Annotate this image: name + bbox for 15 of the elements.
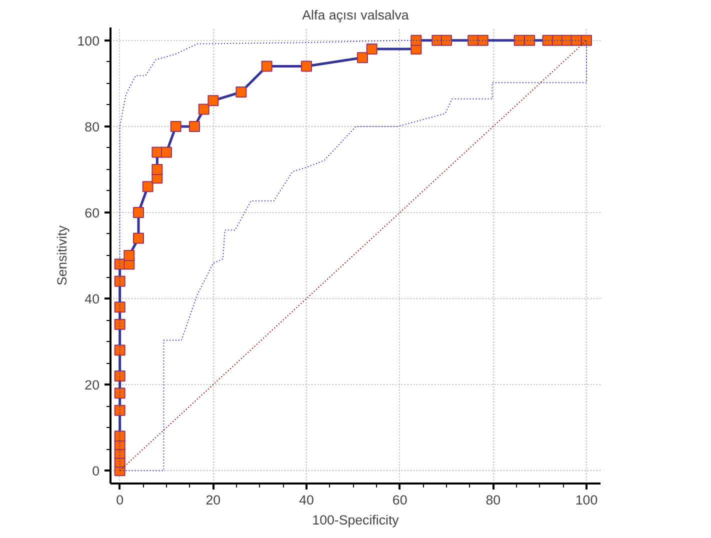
x-tick-label: 0 — [116, 492, 124, 508]
x-axis-title: 100-Specificity — [312, 512, 400, 528]
y-tick-label: 40 — [84, 292, 100, 307]
y-tick-label: 0 — [92, 464, 100, 479]
y-tick-label: 80 — [84, 119, 100, 134]
x-tick-label: 80 — [486, 492, 501, 508]
y-tick-label: 60 — [84, 205, 100, 220]
chart-title: Alfa açısı valsalva — [302, 8, 410, 22]
x-tick-label: 20 — [206, 492, 221, 508]
y-tick-label: 20 — [84, 378, 100, 393]
x-tick-label: 40 — [299, 492, 314, 508]
x-tick-label: 100 — [575, 492, 598, 508]
y-tick-label: 100 — [77, 33, 100, 48]
x-tick-label: 60 — [392, 492, 408, 508]
y-axis-title: Sensitivity — [54, 225, 70, 286]
